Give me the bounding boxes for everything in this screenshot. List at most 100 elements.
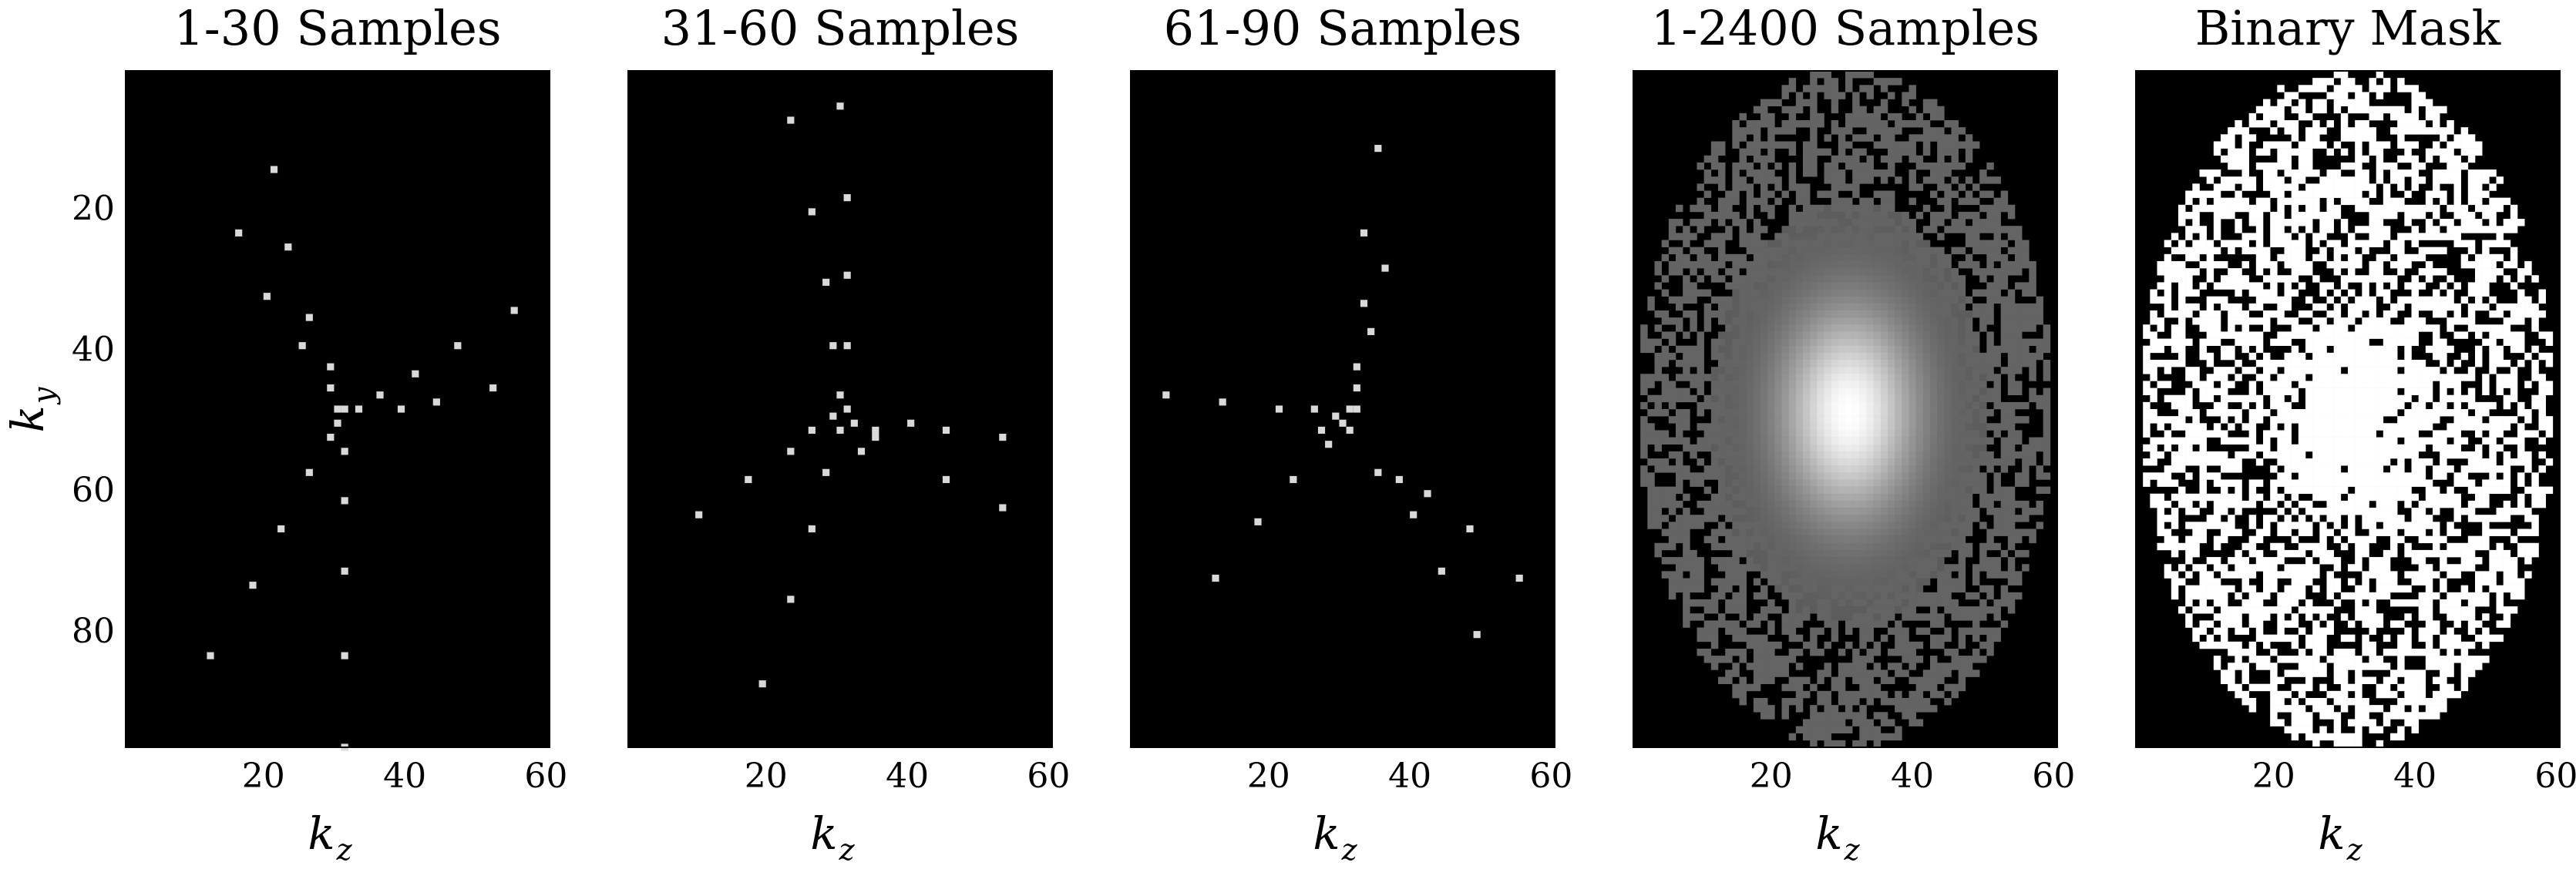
density-cell [1908,535,1916,544]
mask-cell [2333,190,2342,198]
mask-cell [2284,331,2292,339]
density-cell [1668,535,1676,544]
density-cell [1760,669,1768,677]
density-cell [1944,493,1952,502]
mask-cell [2171,331,2179,339]
mask-cell [2503,331,2511,339]
mask-cell [2348,388,2356,396]
mask-cell [2489,240,2497,247]
density-cell [1668,508,1676,515]
mask-cell [2150,409,2157,417]
density-cell [1958,310,1966,318]
density-cell [1697,197,1704,206]
mask-cell [2221,381,2228,388]
mask-cell [2333,331,2342,339]
density-cell [1703,606,1712,614]
density-cell [1732,606,1740,614]
density-cell [1817,211,1824,220]
density-cell [1972,423,1980,431]
density-cell [1880,296,1888,304]
sample-point [334,405,341,413]
density-cell [1718,367,1726,374]
density-cell [1915,310,1924,318]
density-cell [1888,578,1895,585]
density-cell [1803,324,1811,332]
density-cell [1803,472,1811,480]
y-tick-label: 80 [72,612,115,651]
density-cell [1718,253,1726,262]
density-cell [1859,381,1867,388]
density-cell [1690,282,1697,290]
density-cell [1937,479,1945,487]
density-cell [1965,515,1973,522]
density-cell [1972,226,1980,233]
density-cell [2036,345,2043,354]
density-cell [1944,585,1952,593]
density-cell [1902,282,1909,290]
mask-cell [2340,112,2349,121]
mask-cell [2192,374,2200,381]
density-cell [1845,592,1853,600]
sample-point [207,652,214,659]
density-cell [1810,141,1818,149]
mask-cell [2284,148,2292,156]
mask-cell [2475,176,2483,184]
density-cell [1930,176,1938,184]
density-cell [1895,669,1902,677]
mask-cell [2355,226,2362,233]
density-cell [1937,268,1945,276]
density-cell [1725,331,1733,339]
mask-cell [2319,388,2327,396]
mask-cell [2348,99,2356,107]
density-cell [2015,472,2023,480]
density-cell [1710,367,1719,374]
density-cell [2043,430,2051,438]
density-cell [2029,394,2036,403]
mask-cell [2404,317,2412,325]
mask-cell [2397,374,2405,381]
density-cell [1908,352,1916,361]
density-cell [1795,219,1804,226]
mask-cell [2369,388,2376,396]
density-cell [1958,451,1966,459]
density-cell [1767,211,1775,220]
density-cell [1810,733,1818,741]
mask-cell [2241,204,2249,213]
mask-cell [2255,253,2264,262]
density-cell [1944,444,1952,452]
mask-cell [2298,374,2306,381]
mask-cell [2411,155,2419,163]
mask-cell [2143,381,2151,388]
density-cell [1965,493,1973,502]
density-cell [1710,381,1719,388]
density-cell [1767,338,1775,346]
mask-cell [2333,247,2342,255]
density-cell [1718,211,1726,220]
density-cell [1852,606,1860,614]
density-cell [1746,479,1754,487]
mask-cell [2418,204,2426,213]
density-cell [1760,352,1768,361]
density-cell [1683,240,1690,247]
sample-point [412,370,419,377]
mask-cell [2489,296,2497,304]
density-cell [1895,338,1902,346]
density-cell [1930,641,1938,649]
density-cell [1760,416,1768,424]
mask-cell [2185,190,2193,198]
mask-cell [2178,345,2186,354]
mask-cell [2192,211,2200,220]
mask-cell [2425,275,2433,283]
mask-cell [2164,289,2172,297]
mask-cell [2404,141,2412,149]
density-cell [1739,240,1747,247]
mask-cell [2433,127,2440,135]
density-cell [1718,352,1726,361]
density-cell [1725,211,1733,220]
mask-cell [2433,204,2440,213]
density-cell [1965,374,1973,381]
density-cell [1824,219,1831,226]
density-cell [1767,381,1775,388]
mask-cell [2475,169,2483,177]
density-cell [1888,444,1895,452]
